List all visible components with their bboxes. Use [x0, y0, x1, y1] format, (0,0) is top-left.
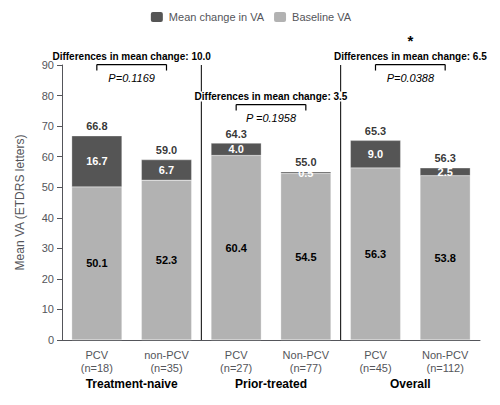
svg-text:(n=77): (n=77): [290, 362, 322, 374]
svg-text:2.5: 2.5: [438, 166, 453, 178]
svg-text:64.3: 64.3: [225, 128, 246, 140]
svg-text:30: 30: [42, 242, 54, 254]
svg-text:P=0.1169: P=0.1169: [108, 72, 155, 84]
svg-text:16.7: 16.7: [86, 155, 107, 167]
svg-text:65.3: 65.3: [365, 125, 386, 137]
svg-text:80: 80: [42, 90, 54, 102]
svg-text:90: 90: [41, 59, 54, 71]
svg-text:Prior-treated: Prior-treated: [235, 377, 307, 391]
svg-text:Mean VA (ETDRS letters): Mean VA (ETDRS letters): [13, 135, 27, 271]
svg-text:55.0: 55.0: [295, 156, 316, 168]
svg-text:PCV: PCV: [86, 349, 109, 361]
svg-text:59.0: 59.0: [156, 144, 177, 156]
svg-text:10: 10: [42, 303, 54, 315]
svg-text:Differences in mean change: 10: Differences in mean change: 10.0: [52, 51, 211, 62]
svg-text:54.5: 54.5: [295, 251, 316, 263]
svg-text:53.8: 53.8: [434, 252, 455, 264]
svg-text:Differences in mean change: 6.: Differences in mean change: 6.5: [334, 51, 487, 62]
svg-text:9.0: 9.0: [368, 148, 383, 160]
svg-text:56.3: 56.3: [365, 248, 386, 260]
svg-text:non-PCV: non-PCV: [144, 349, 189, 361]
svg-text:PCV: PCV: [364, 349, 387, 361]
svg-text:P=0.0388: P=0.0388: [387, 72, 435, 84]
svg-text:(n=27): (n=27): [220, 362, 252, 374]
svg-text:66.8: 66.8: [86, 120, 107, 132]
svg-text:Mean change in VA: Mean change in VA: [169, 11, 265, 23]
svg-text:20: 20: [42, 273, 54, 285]
svg-text:Non-PCV: Non-PCV: [422, 349, 469, 361]
svg-text:60.4: 60.4: [225, 242, 247, 254]
svg-text:6.7: 6.7: [159, 164, 174, 176]
svg-text:Non-PCV: Non-PCV: [283, 349, 330, 361]
svg-text:0.5: 0.5: [298, 167, 313, 179]
svg-text:50: 50: [42, 181, 54, 193]
svg-text:70: 70: [42, 120, 54, 132]
svg-text:4.0: 4.0: [229, 143, 244, 155]
svg-text:PCV: PCV: [225, 349, 248, 361]
svg-text:*: *: [407, 32, 413, 49]
svg-text:Treatment-naive: Treatment-naive: [86, 377, 178, 391]
svg-text:Overall: Overall: [390, 377, 431, 391]
svg-text:0: 0: [48, 334, 54, 346]
svg-text:(n=112): (n=112): [426, 362, 463, 374]
svg-text:(n=35): (n=35): [150, 362, 182, 374]
svg-text:Differences in mean change: 3.: Differences in mean change: 3.5: [195, 91, 348, 102]
svg-text:Baseline VA: Baseline VA: [292, 11, 352, 23]
svg-text:P =0.1958: P =0.1958: [246, 112, 297, 124]
svg-text:60: 60: [42, 151, 54, 163]
svg-text:(n=45): (n=45): [359, 362, 391, 374]
svg-text:52.3: 52.3: [156, 254, 177, 266]
svg-text:56.3: 56.3: [434, 152, 455, 164]
svg-text:40: 40: [42, 212, 54, 224]
svg-text:(n=18): (n=18): [81, 362, 113, 374]
svg-text:50.1: 50.1: [86, 257, 107, 269]
